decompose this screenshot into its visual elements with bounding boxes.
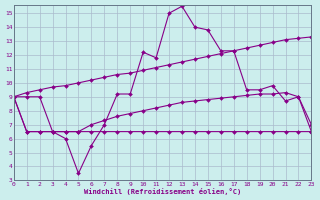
- X-axis label: Windchill (Refroidissement éolien,°C): Windchill (Refroidissement éolien,°C): [84, 188, 241, 195]
